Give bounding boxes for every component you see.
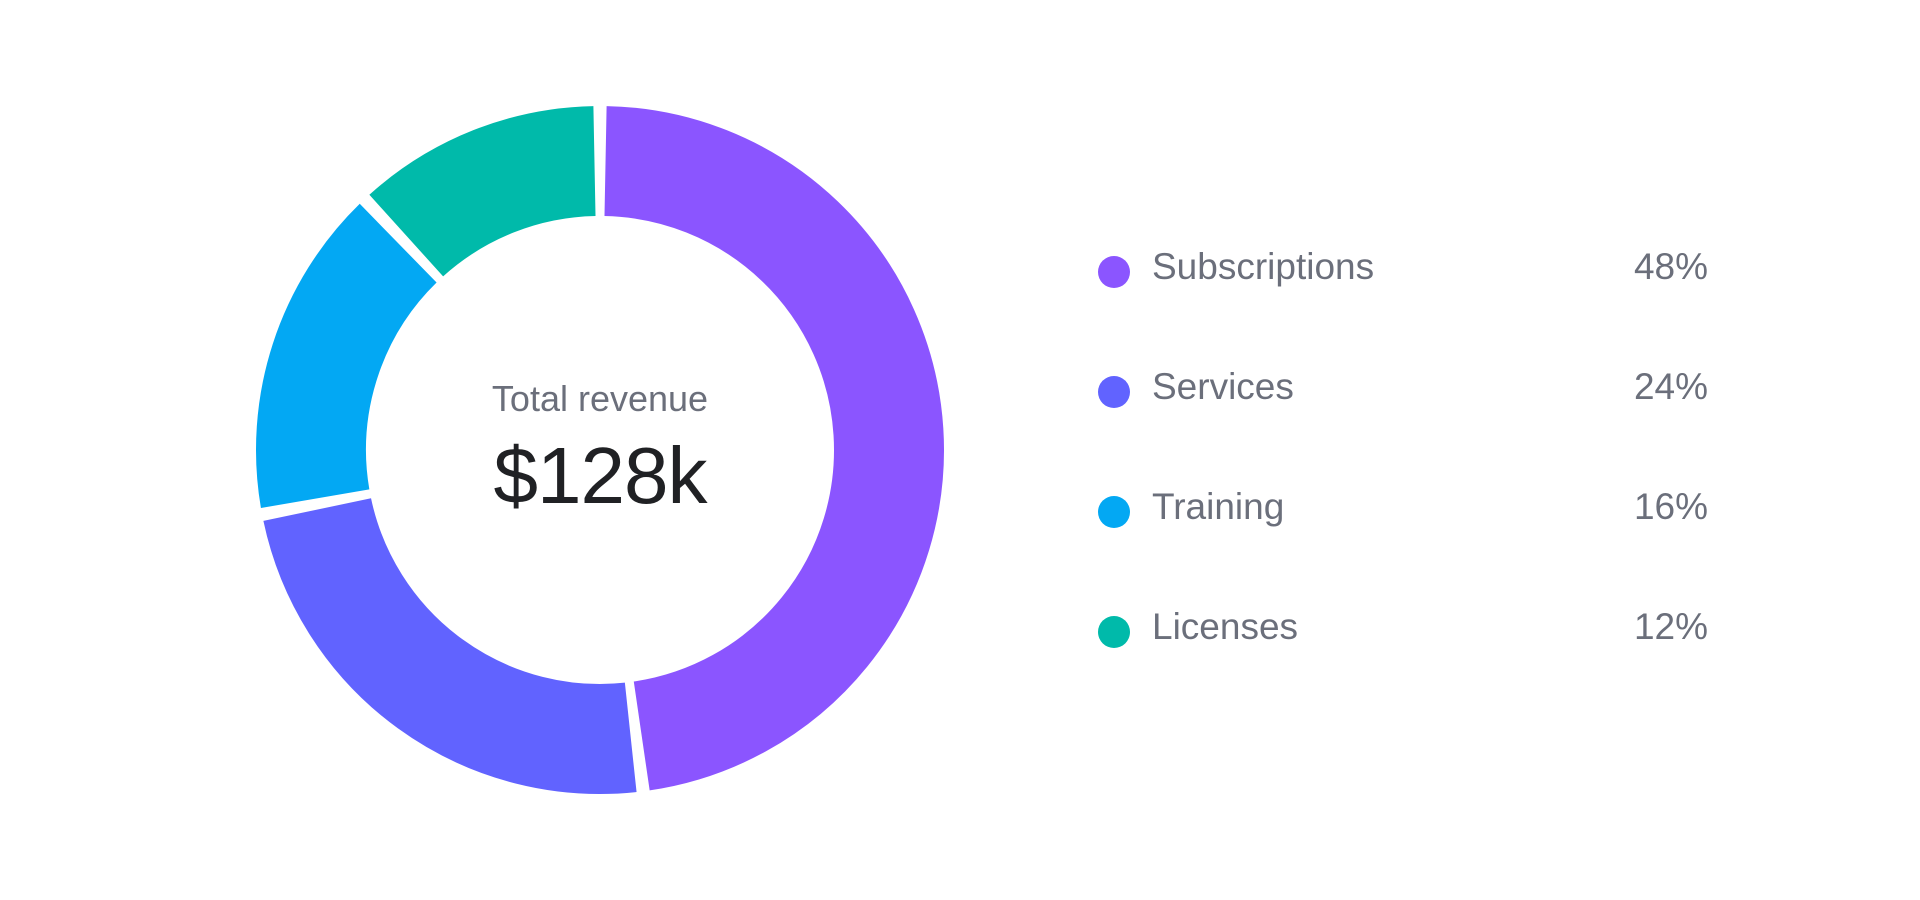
legend-value-services: 24% bbox=[1633, 366, 1708, 407]
center-label: Total revenue bbox=[491, 378, 709, 419]
legend-value-training: 16% bbox=[1633, 486, 1708, 527]
legend-dot-training bbox=[1098, 496, 1130, 528]
center-value: $128k bbox=[493, 431, 708, 520]
donut-slice-subscriptions bbox=[603, 106, 944, 791]
legend-value-subscriptions: 48% bbox=[1633, 246, 1708, 287]
legend-label-licenses: Licenses bbox=[1152, 606, 1299, 647]
donut-slice-services bbox=[263, 497, 637, 794]
legend: Subscriptions 48% Services 24% Training … bbox=[1098, 240, 1708, 720]
donut-slice-licenses bbox=[369, 106, 597, 278]
legend-label-subscriptions: Subscriptions bbox=[1152, 246, 1375, 287]
legend-dot-subscriptions bbox=[1098, 256, 1130, 288]
legend-item-licenses: Licenses 12% bbox=[1098, 600, 1708, 720]
legend-label-training: Training bbox=[1152, 486, 1285, 527]
legend-item-services: Services 24% bbox=[1098, 360, 1708, 480]
legend-value-licenses: 12% bbox=[1633, 606, 1708, 647]
legend-item-training: Training 16% bbox=[1098, 480, 1708, 600]
legend-dot-licenses bbox=[1098, 616, 1130, 648]
legend-dot-services bbox=[1098, 376, 1130, 408]
legend-item-subscriptions: Subscriptions 48% bbox=[1098, 240, 1708, 360]
donut-slice-training bbox=[256, 203, 438, 508]
legend-label-services: Services bbox=[1152, 366, 1294, 407]
